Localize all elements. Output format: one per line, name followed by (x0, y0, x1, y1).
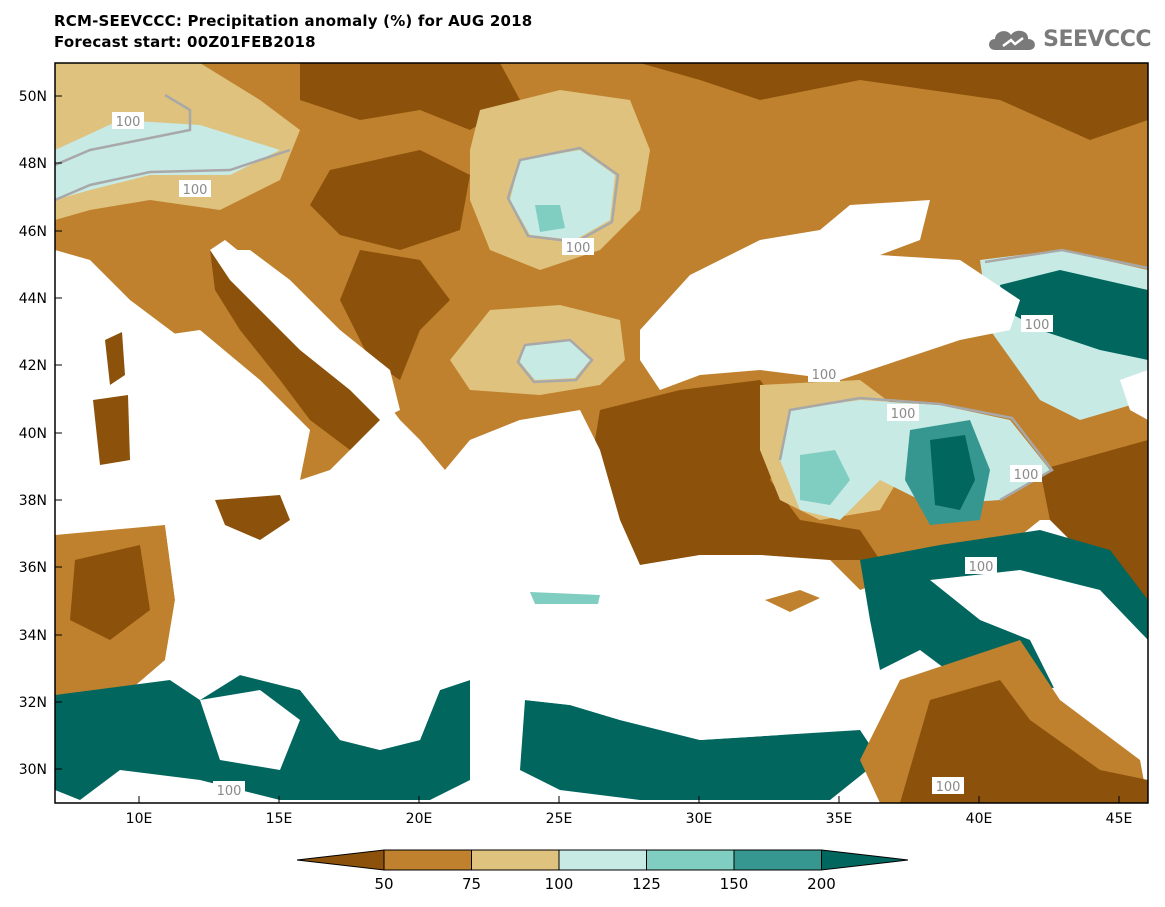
sardinia (93, 395, 130, 465)
lat-label: 36N (19, 560, 47, 576)
colorbar-segment (733, 849, 822, 871)
svg-text:100: 100 (1014, 468, 1039, 483)
region-below-50-balkans (340, 250, 450, 380)
logo-text: SEEVCCC (1043, 26, 1151, 52)
contour-label: 100 (562, 238, 594, 256)
tyrrhenian-sea (130, 330, 310, 500)
colorbar-segment (558, 849, 647, 871)
svg-text:100: 100 (969, 560, 994, 575)
cloud-icon (989, 30, 1036, 50)
anomaly-fill-layer (55, 63, 1148, 803)
lon-label: 10E (126, 811, 153, 827)
svg-text:100: 100 (217, 784, 242, 799)
latitude-axis (55, 95, 62, 770)
region-below-50-east (640, 63, 1148, 140)
lon-label: 40E (966, 811, 993, 827)
mediterranean-sea (55, 410, 860, 750)
contour-label: 100 (1010, 465, 1042, 483)
crimea (838, 205, 920, 245)
lon-label: 45E (1106, 811, 1133, 827)
region-syria-white (930, 570, 1148, 720)
contour-label: 100 (965, 557, 997, 575)
lon-label: 20E (406, 811, 433, 827)
colorbar-lower-arrow (296, 849, 385, 871)
lon-label: 25E (546, 811, 573, 827)
svg-text:100: 100 (936, 780, 961, 795)
lat-label: 40N (19, 426, 47, 442)
black-sea (640, 200, 1020, 390)
lat-label: 30N (19, 762, 47, 778)
latitude-labels: 50N 48N 46N 44N 42N 40N 38N 36N 34N 32N … (19, 89, 47, 778)
lon-label: 30E (686, 811, 713, 827)
region-125-150-anatolia (800, 450, 850, 505)
region-100-125-romania (510, 150, 615, 240)
sicily (215, 495, 290, 540)
colorbar-labels: 50 75 100 125 150 200 (374, 875, 835, 893)
colorbar-segment (646, 849, 735, 871)
contour-label: 100 (932, 777, 964, 795)
lat-label: 44N (19, 291, 47, 307)
svg-text:100: 100 (1025, 318, 1050, 333)
contour-label: 100 (1021, 315, 1053, 333)
colorbar-label: 75 (462, 875, 481, 893)
svg-text:100: 100 (566, 241, 591, 256)
region-libya-white (200, 690, 300, 770)
region-below-50-hungary (310, 150, 470, 250)
contour-label: 100 (887, 404, 919, 422)
contour-labels: 100 100 100 100 100 100 100 100 100 (112, 112, 1053, 795)
lon-label: 15E (266, 811, 293, 827)
lon-label: 35E (826, 811, 853, 827)
contour-100-lines (55, 93, 1148, 502)
seevccc-logo: SEEVCCC (985, 22, 1151, 56)
svg-text:100: 100 (812, 368, 837, 383)
colorbar (296, 849, 909, 871)
colorbar-label: 150 (720, 875, 749, 893)
region-above-200-eastern-turkey (930, 435, 975, 510)
crete (530, 592, 600, 604)
contour-label: 100 (808, 365, 840, 383)
lat-label: 32N (19, 695, 47, 711)
lat-label: 50N (19, 89, 47, 105)
contour-label: 100 (179, 180, 211, 198)
colorbar-label: 125 (632, 875, 661, 893)
region-egypt-teal (520, 700, 880, 800)
caspian-area-white (1120, 370, 1148, 420)
lat-label: 38N (19, 493, 47, 509)
lat-label: 42N (19, 358, 47, 374)
region-below-50-north (300, 63, 520, 130)
contour-label-extra: 100 (213, 781, 245, 799)
corsica (105, 332, 125, 385)
region-above-200-caucasus (1000, 270, 1148, 360)
colorbar-label: 100 (545, 875, 574, 893)
colorbar-segment (471, 849, 560, 871)
colorbar-label: 200 (807, 875, 836, 893)
svg-text:100: 100 (116, 115, 141, 130)
cyprus (765, 590, 820, 612)
adriatic-sea (210, 250, 400, 420)
colorbar-upper-arrow (821, 849, 909, 871)
region-tunisia-dark (70, 545, 150, 640)
region-125-150-romania (535, 205, 565, 232)
region-below-50-caucasus-south (1040, 440, 1148, 600)
colorbar-segment (383, 849, 472, 871)
lat-label: 48N (19, 156, 47, 172)
region-below-50-turkey (590, 380, 880, 565)
lat-label: 46N (19, 224, 47, 240)
contour-label: 100 (112, 112, 144, 130)
colorbar-label: 50 (374, 875, 393, 893)
region-mesopotamia-dark (900, 680, 1148, 803)
forecast-start: Forecast start: 00Z01FEB2018 (54, 33, 316, 51)
region-100-125-bulgaria (520, 340, 590, 380)
map-title: RCM-SEEVCCC: Precipitation anomaly (%) f… (54, 12, 533, 30)
longitude-labels: 10E 15E 20E 25E 30E 35E 40E 45E (126, 811, 1133, 827)
svg-text:100: 100 (183, 183, 208, 198)
longitude-axis (138, 796, 1120, 803)
lat-label: 34N (19, 628, 47, 644)
svg-text:100: 100 (891, 407, 916, 422)
